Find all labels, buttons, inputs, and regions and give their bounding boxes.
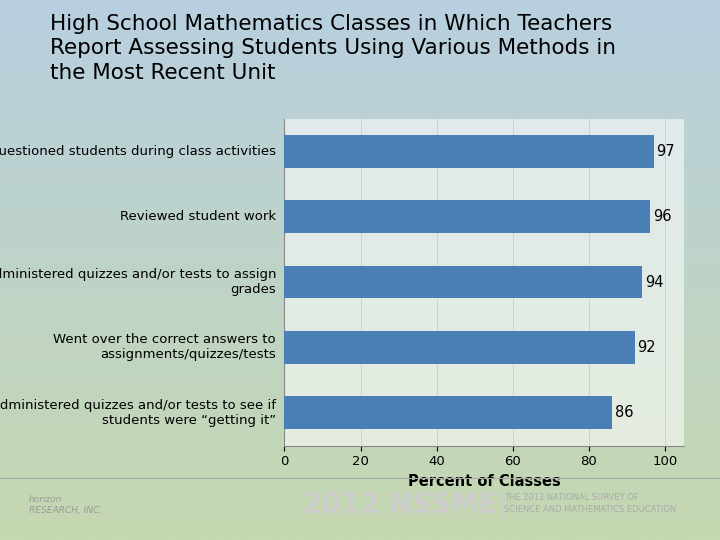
Text: 97: 97 bbox=[657, 144, 675, 159]
Text: 96: 96 bbox=[653, 210, 671, 224]
Text: High School Mathematics Classes in Which Teachers
Report Assessing Students Usin: High School Mathematics Classes in Which… bbox=[50, 14, 616, 83]
Text: horizon
RESEARCH, INC.: horizon RESEARCH, INC. bbox=[29, 495, 102, 515]
Bar bbox=[284, 135, 654, 168]
Bar bbox=[284, 200, 649, 233]
Text: 94: 94 bbox=[645, 275, 664, 289]
Text: THE 2012 NATIONAL SURVEY OF
SCIENCE AND MATHEMATICS EDUCATION: THE 2012 NATIONAL SURVEY OF SCIENCE AND … bbox=[504, 492, 676, 514]
Text: 86: 86 bbox=[615, 406, 633, 420]
Bar bbox=[284, 266, 642, 299]
X-axis label: Percent of Classes: Percent of Classes bbox=[408, 474, 561, 489]
Bar bbox=[284, 331, 634, 364]
Bar bbox=[284, 396, 612, 429]
Text: 92: 92 bbox=[638, 340, 656, 355]
Text: 2012 NSSME|: 2012 NSSME| bbox=[302, 491, 508, 521]
